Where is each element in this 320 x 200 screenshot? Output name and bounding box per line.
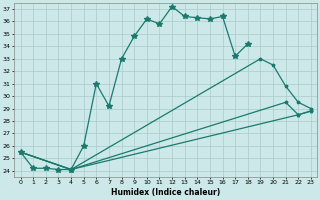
X-axis label: Humidex (Indice chaleur): Humidex (Indice chaleur): [111, 188, 220, 197]
